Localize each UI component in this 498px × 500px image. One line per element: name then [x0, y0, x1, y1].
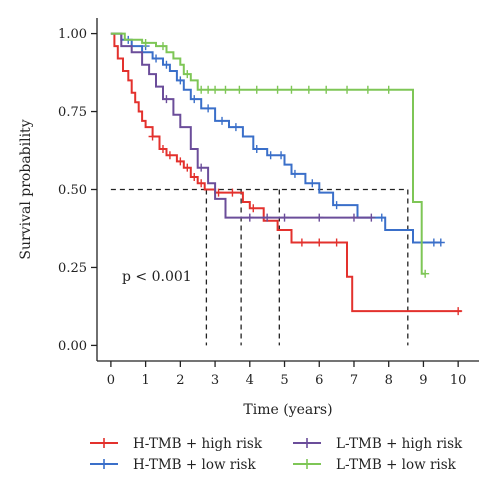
- legend-swatch-cross: [99, 459, 109, 469]
- legend-swatch-cross: [99, 438, 109, 448]
- censor-mark: [190, 95, 199, 104]
- censor-mark: [367, 213, 376, 222]
- censor-mark: [141, 38, 150, 47]
- censor-mark: [290, 169, 299, 178]
- y-tick-label: 0.50: [58, 183, 87, 198]
- censor-mark: [429, 238, 438, 247]
- censor-mark: [190, 173, 199, 182]
- x-tick-label: 4: [246, 373, 254, 388]
- censor-mark: [332, 201, 341, 210]
- censor-mark: [343, 85, 352, 94]
- legend: H-TMB + high risk H-TMB + low risk L-TMB +…: [90, 436, 463, 473]
- y-tick-label: 1.00: [58, 27, 87, 42]
- legend-label: H-TMB + low risk: [133, 457, 256, 473]
- censor-mark: [235, 85, 244, 94]
- censor-mark: [266, 151, 275, 160]
- censor-mark: [249, 204, 258, 213]
- x-tick-label: 0: [107, 373, 115, 388]
- x-tick-label: 8: [385, 373, 393, 388]
- censor-mark: [165, 151, 174, 160]
- censor-mark: [322, 85, 331, 94]
- censor-mark: [221, 85, 230, 94]
- x-tick-label: 5: [280, 373, 288, 388]
- y-tick-label: 0.25: [58, 261, 87, 276]
- censor-mark: [436, 238, 445, 247]
- censor-mark: [228, 188, 237, 197]
- censor-mark: [218, 116, 227, 125]
- censor-mark: [152, 54, 161, 63]
- censor-mark: [315, 238, 324, 247]
- censor-mark: [332, 238, 341, 247]
- legend-entry-2: L-TMB + high risk: [293, 436, 463, 452]
- censor-mark: [287, 85, 296, 94]
- series-2: [110, 32, 376, 222]
- censor-mark: [308, 179, 317, 188]
- censor-mark: [231, 123, 240, 132]
- legend-entry-0: H-TMB + high risk: [90, 436, 263, 452]
- censor-mark: [454, 307, 463, 316]
- censor-mark: [297, 238, 306, 247]
- legend-label: L-TMB + low risk: [336, 457, 457, 473]
- censor-mark: [176, 76, 185, 85]
- censor-mark: [183, 70, 192, 79]
- y-axis-label: Survival probability: [18, 119, 34, 259]
- censor-mark: [183, 163, 192, 172]
- y-tick-label: 0.00: [58, 339, 87, 354]
- censor-mark: [158, 144, 167, 153]
- y-tick-label: 0.75: [58, 105, 87, 120]
- censor-mark: [204, 85, 213, 94]
- censor-mark: [263, 213, 272, 222]
- legend-label: H-TMB + high risk: [133, 436, 263, 452]
- censor-mark: [384, 85, 393, 94]
- series-0: [110, 32, 463, 316]
- censor-mark: [197, 163, 206, 172]
- censor-mark: [315, 213, 324, 222]
- censor-mark: [211, 85, 220, 94]
- censor-mark: [197, 179, 206, 188]
- censor-mark: [377, 213, 386, 222]
- censor-mark: [280, 213, 289, 222]
- x-tick-label: 1: [141, 373, 149, 388]
- censor-mark: [176, 157, 185, 166]
- x-tick-label: 9: [419, 373, 427, 388]
- series-line-1: [110, 32, 441, 244]
- series-1: [110, 32, 445, 247]
- legend-entry-1: H-TMB + low risk: [90, 457, 256, 473]
- legend-swatch-cross: [302, 459, 312, 469]
- legend-swatch-cross: [302, 438, 312, 448]
- axes-layer: 0 1 2 3 4 5 6 7 8 9 10 0.00 0.25 0.50 0.75 1.00: [58, 18, 479, 388]
- legend-label: L-TMB + high risk: [336, 436, 463, 452]
- censor-mark: [252, 85, 261, 94]
- censor-mark: [148, 132, 157, 141]
- censor-mark: [162, 60, 171, 69]
- x-tick-label: 6: [315, 373, 323, 388]
- x-tick-label: 10: [450, 373, 467, 388]
- censor-mark: [162, 95, 171, 104]
- censor-mark: [197, 85, 206, 94]
- median-reference-lines: [110, 188, 409, 346]
- p-value-annotation: p < 0.001: [122, 269, 192, 285]
- censor-mark: [204, 104, 213, 113]
- censor-mark: [158, 42, 167, 51]
- x-tick-label: 7: [350, 373, 358, 388]
- censor-mark: [252, 144, 261, 153]
- censor-mark: [363, 85, 372, 94]
- series-line-2: [110, 32, 372, 219]
- x-tick-label: 3: [211, 373, 219, 388]
- censor-mark: [273, 85, 282, 94]
- censor-mark: [245, 213, 254, 222]
- series-3: [110, 32, 430, 278]
- legend-entry-3: L-TMB + low risk: [293, 457, 457, 473]
- series-layer: [110, 32, 463, 316]
- x-tick-label: 2: [176, 373, 184, 388]
- censor-mark: [349, 213, 358, 222]
- censor-mark: [304, 85, 313, 94]
- x-axis-label: Time (years): [243, 402, 332, 418]
- censor-mark: [421, 269, 430, 278]
- censor-mark: [277, 151, 286, 160]
